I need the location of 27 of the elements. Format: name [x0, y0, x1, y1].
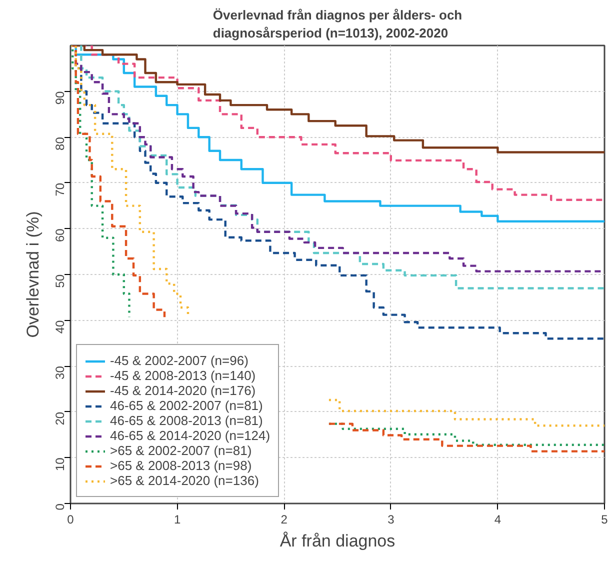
x-tick-label: 2	[280, 512, 288, 526]
legend-label: 46-65 & 2002-2007 (n=81)	[110, 398, 263, 413]
y-tick-label: 20	[53, 412, 67, 426]
y-tick-label: 50	[53, 274, 67, 288]
legend-label: 46-65 & 2008-2013 (n=81)	[110, 413, 263, 428]
y-tick-label: 30	[53, 366, 67, 380]
legend-label: -45 & 2002-2007 (n=96)	[110, 353, 248, 368]
y-tick-label: 70	[53, 182, 67, 196]
y-tick-label: 80	[53, 136, 67, 150]
legend-label: >65 & 2008-2013 (n=98)	[110, 458, 252, 473]
y-tick-label: 90	[53, 90, 67, 105]
x-tick-label: 4	[494, 512, 502, 526]
legend-label: -45 & 2014-2020 (n=176)	[110, 383, 256, 398]
x-tick-label: 5	[601, 512, 608, 526]
x-tick-label: 3	[388, 512, 395, 526]
x-axis-title: År från diagnos	[280, 532, 396, 550]
legend-label: >65 & 2014-2020 (n=136)	[110, 473, 259, 488]
y-axis-title: Overlevnad i (%)	[24, 211, 42, 338]
y-tick-label: 60	[53, 228, 67, 242]
legend-label: 46-65 & 2014-2020 (n=124)	[110, 428, 270, 443]
legend-label: -45 & 2008-2013 (n=140)	[110, 368, 256, 383]
y-tick-label: 0	[53, 503, 67, 510]
y-tick-label: 10	[53, 457, 67, 472]
x-tick-label: 1	[174, 512, 181, 526]
chart-title: Överlevnad från diagnos per ålders- och diagnosårsperiod (n=1013), 2002-2020	[212, 8, 462, 40]
y-tick-label: 40	[53, 320, 67, 334]
legend-label: >65 & 2002-2007 (n=81)	[110, 443, 252, 458]
